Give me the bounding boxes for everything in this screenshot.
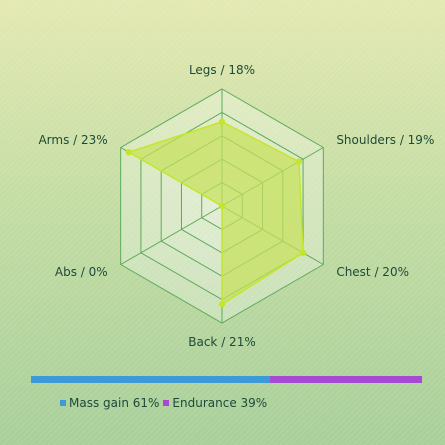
data-point <box>218 301 226 308</box>
data-point <box>125 148 132 156</box>
data-point <box>295 158 303 165</box>
legend-label: Endurance 39% <box>172 396 268 410</box>
goal-bar-segment <box>269 376 422 383</box>
legend-item: Endurance 39% <box>163 396 267 410</box>
axis-label: Arms / 23% <box>38 133 107 147</box>
radar-area <box>125 118 307 308</box>
data-point <box>218 118 226 125</box>
axis-label: Back / 21% <box>188 335 255 349</box>
axis-label: Shoulders / 19% <box>336 133 434 147</box>
axis-labels: Legs / 18% Shoulders / 19% Chest / 20% Back… <box>38 63 434 349</box>
legend-label: Mass gain 61% <box>69 396 160 410</box>
goal-split-bar <box>31 376 422 383</box>
axis-label: Abs / 0% <box>55 265 108 279</box>
legend: Mass gain 61% Endurance 39% <box>60 396 271 410</box>
legend-swatch <box>60 400 66 406</box>
axis-label: Legs / 18% <box>189 63 255 77</box>
data-point <box>299 249 307 256</box>
legend-item: Mass gain 61% <box>60 396 159 410</box>
axis-label: Chest / 20% <box>336 265 409 279</box>
legend-swatch <box>163 400 170 406</box>
goal-bar-segment <box>31 376 270 383</box>
axis-spoke <box>120 205 223 265</box>
data-point <box>218 202 226 210</box>
